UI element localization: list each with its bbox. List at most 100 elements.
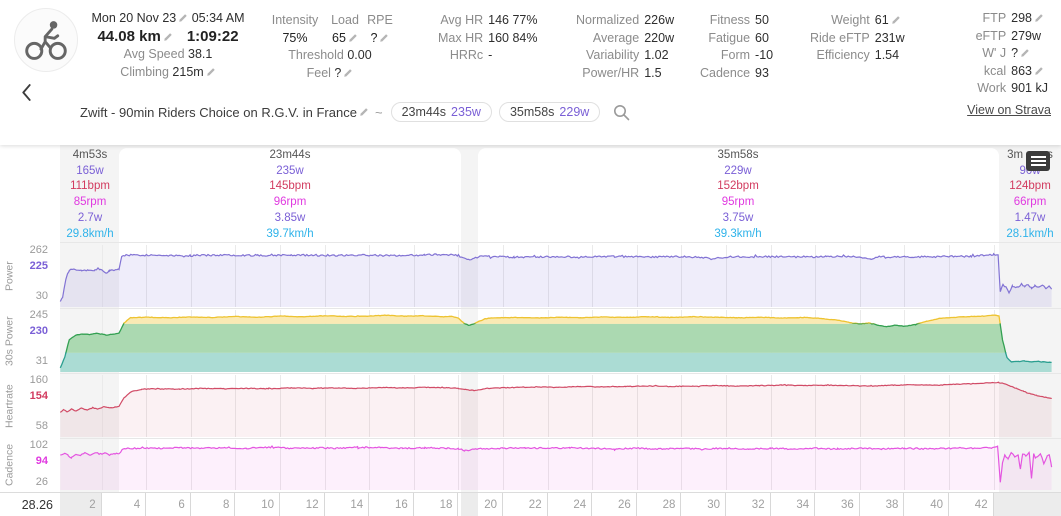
y-axis-min-label: 31 [35, 355, 48, 367]
power-hr: 1.5 [644, 65, 662, 80]
y-axis-avg-label: 230 [29, 325, 48, 337]
summary-column: Mon 20 Nov 23 05:34 AM 44.08 km 1:09:22 A… [78, 10, 258, 81]
x-tick-cell: 32 [726, 493, 771, 516]
y-axis-min-label: 30 [35, 290, 48, 302]
feel-label: Feel [306, 65, 331, 80]
heartrate-axis-title: Heartrate [3, 384, 16, 428]
avg-hr-value: 146 77% [488, 13, 538, 27]
duration-value: 1:09:22 [186, 27, 239, 45]
activity-date: Mon 20 Nov 23 [91, 11, 177, 25]
back-button[interactable] [21, 84, 35, 102]
rpe-label: RPE [367, 13, 393, 27]
interval-chip[interactable]: 23m44s 235w [390, 102, 492, 122]
search-icon[interactable] [613, 104, 630, 121]
x-tick-cell: 2 [60, 493, 102, 516]
avatar[interactable] [14, 8, 78, 72]
interval-chip[interactable]: 35m58s 229w [498, 102, 601, 122]
average-power: 220w [644, 30, 675, 45]
x-tick-cell: 16 [369, 493, 414, 516]
separator: ~ [374, 104, 383, 120]
edit-icon[interactable] [1020, 48, 1030, 58]
x-tick-cell: 42 [949, 493, 994, 516]
y-axis-max-label: 160 [29, 374, 48, 386]
intensity-label: Intensity [271, 13, 319, 27]
kcal-value: 863 [1011, 63, 1033, 78]
weight-value: 61 [874, 13, 889, 27]
x-tick-cell: 24 [547, 493, 593, 516]
rpe-value: ? [370, 30, 378, 45]
edit-icon[interactable] [206, 67, 216, 77]
x-tick-cell: 4 [101, 493, 147, 516]
edit-icon[interactable] [1034, 66, 1044, 76]
x-tick-cell: 34 [770, 493, 816, 516]
region-gap [461, 493, 478, 516]
row-divider [60, 242, 1061, 243]
power-chart[interactable] [0, 245, 1061, 307]
edit-icon[interactable] [348, 33, 358, 43]
x-axis: 2 4 6 8 10 12 14 16 18 20 22 24 26 28 30 32 34 36 38 40 42 28… [0, 492, 1061, 516]
y-axis-max-label: 102 [29, 439, 48, 451]
30s-power-chart[interactable] [0, 310, 1061, 372]
heartrate-chart[interactable] [0, 375, 1061, 437]
x-tick-cell: 22 [503, 493, 548, 516]
power-column: Normalized 226w Average 220w Variability 1.… [576, 12, 674, 82]
x-tick-cell: 30 [681, 493, 726, 516]
30s-power-axis-title: 30s Power [3, 316, 16, 366]
cyclist-icon [25, 21, 67, 60]
x-tick-cell: 8 [190, 493, 236, 516]
interval-summary[interactable]: 4m53s 165w 111bpm 85rpm 2.7w 29.8km/h [66, 149, 114, 240]
interval-summary[interactable]: 23m44s 235w 145bpm 96rpm 3.85w 39.7km/h [266, 149, 314, 240]
chart-menu-icon[interactable] [1026, 151, 1050, 171]
x-axis-start-label: 28.26 [0, 493, 60, 516]
edit-icon[interactable] [163, 32, 173, 42]
x-tick-cell: 14 [324, 493, 370, 516]
edit-icon[interactable] [178, 13, 188, 23]
row-divider [60, 373, 1061, 374]
y-axis-max-label: 245 [29, 309, 48, 321]
climbing-value: 215m [172, 64, 204, 79]
threshold-label: Threshold [288, 48, 344, 62]
y-axis-avg-label: 225 [29, 260, 48, 272]
interval-summary[interactable]: 35m58s 229w 152bpm 95rpm 3.75w 39.3km/h [714, 149, 762, 240]
y-axis-avg-label: 94 [35, 455, 48, 467]
hr-column: Avg HR 146 77% Max HR 160 84% HRRc - [438, 12, 538, 65]
edit-icon[interactable] [343, 68, 353, 78]
x-tick-cell: 36 [815, 493, 860, 516]
work-value: 901 kJ [1011, 81, 1048, 95]
x-tick-cell: 10 [235, 493, 280, 516]
hrrc-value: - [488, 48, 493, 62]
edit-icon[interactable] [359, 107, 369, 117]
form-column: Fitness 50 Fatigue 60 Form -10 Cadence 93 [700, 12, 773, 82]
back-chevron-icon [22, 84, 31, 101]
feel-value: ? [334, 65, 342, 80]
efficiency-value: 1.54 [874, 48, 900, 62]
eftp-value: 279w [1011, 28, 1042, 43]
y-axis-max-label: 262 [29, 244, 48, 256]
edit-icon[interactable] [379, 33, 389, 43]
y-axis-min-label: 58 [35, 420, 48, 432]
start-time: 05:34 AM [191, 11, 245, 25]
view-on-strava-link[interactable]: View on Strava [967, 103, 1051, 117]
distance-value: 44.08 km [97, 27, 161, 45]
threshold-value: 0.00 [347, 48, 372, 62]
fitness-value: 50 [755, 13, 769, 27]
form-value: -10 [755, 48, 774, 62]
normalized-power: 226w [644, 13, 675, 27]
avg-speed-value: 38.1 [188, 47, 213, 61]
ftp-value: 298 [1011, 11, 1033, 25]
cadence-axis-title: Cadence [3, 443, 16, 487]
cadence-chart[interactable] [0, 440, 1061, 490]
intensity-value: 75% [282, 30, 308, 45]
activity-header: Mon 20 Nov 23 05:34 AM 44.08 km 1:09:22 A… [0, 0, 1061, 145]
y-axis-avg-label: 154 [29, 390, 48, 402]
edit-icon[interactable] [891, 15, 901, 25]
row-divider [60, 438, 1061, 439]
x-tick-cell: 26 [592, 493, 637, 516]
x-tick-cell: 28 [636, 493, 682, 516]
edit-icon[interactable] [1034, 13, 1044, 23]
x-tick-cell: 38 [859, 493, 905, 516]
power-axis-title: Power [3, 261, 16, 291]
ftp-column: FTP 298 eFTP 279w W' J? kcal 863 Work 901 kJ [976, 10, 1048, 98]
activity-charts[interactable]: 262 225 30 Power 245 230 31 30s Power 160 154 58 He… [0, 145, 1061, 516]
